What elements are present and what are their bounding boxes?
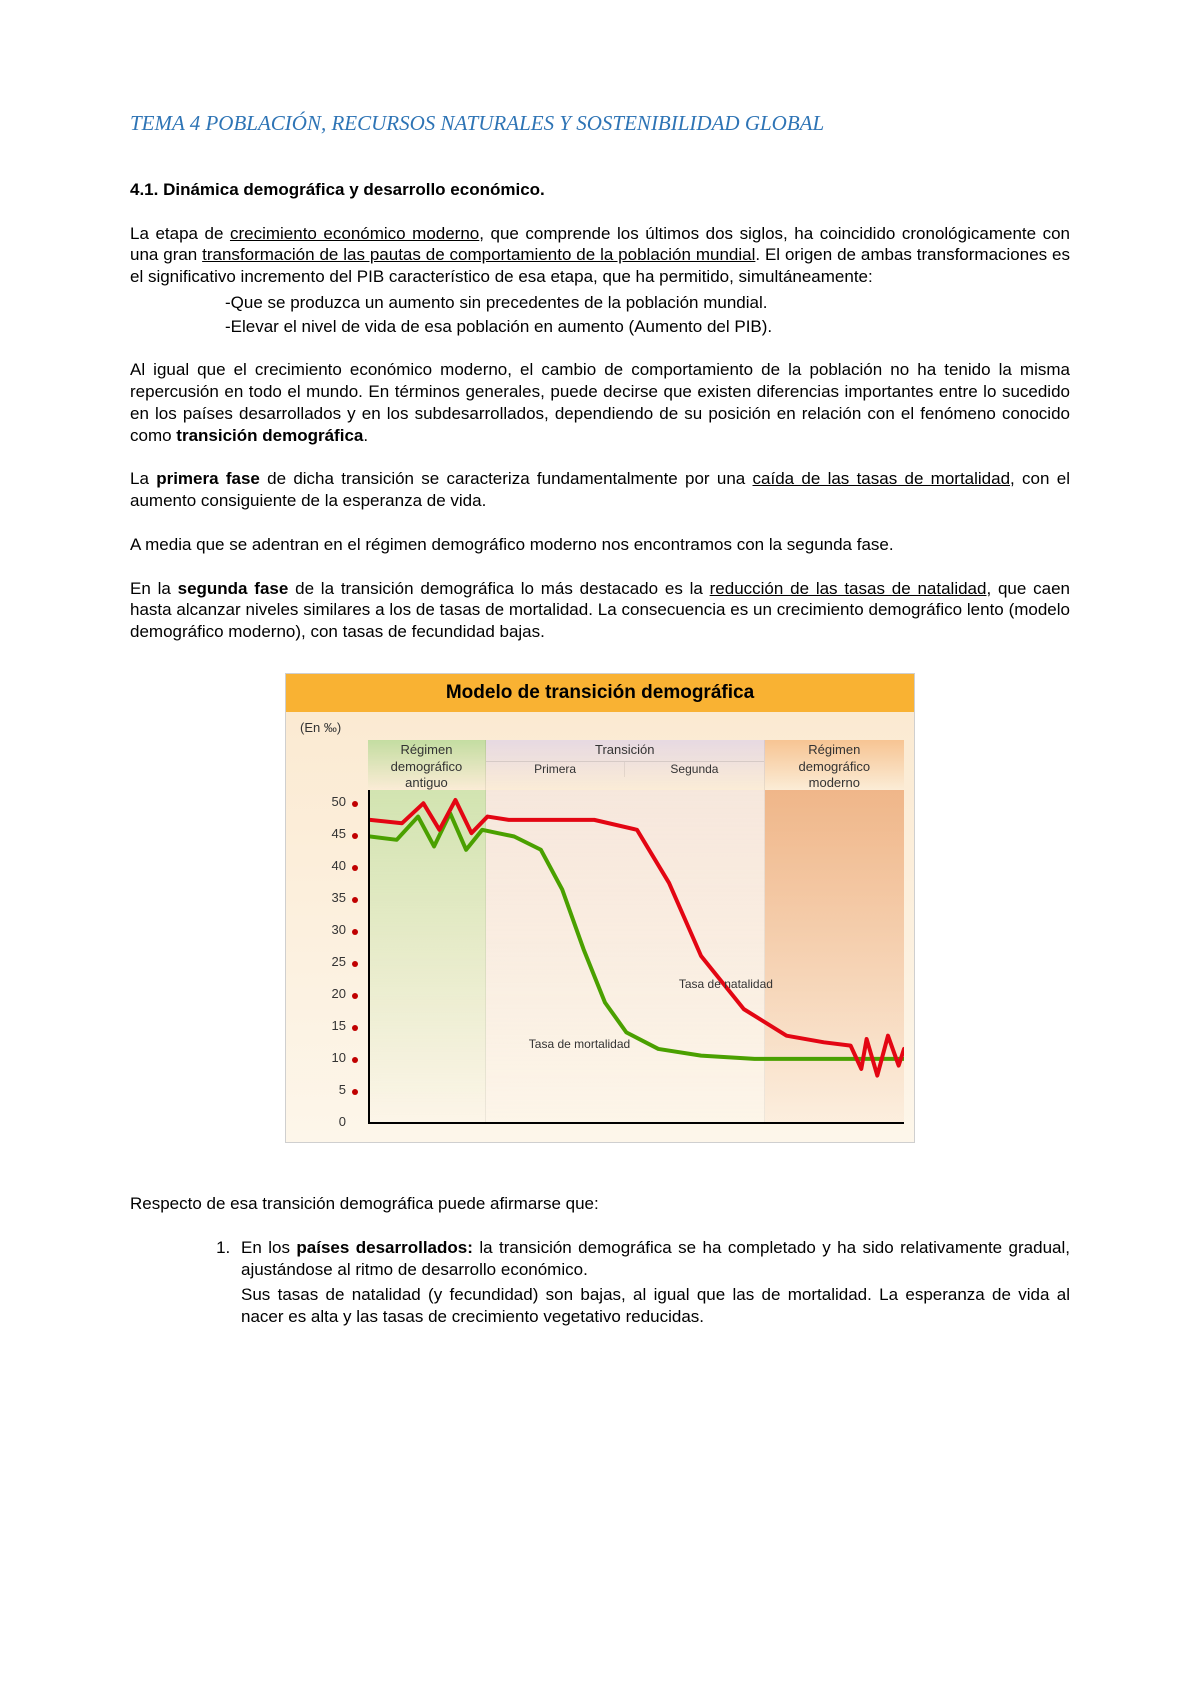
text: . [363,426,368,445]
y-tick: 50 [306,794,346,811]
chart-svg [370,790,904,1122]
y-tick-dot [352,865,358,871]
mortality-label: Tasa de mortalidad [529,1037,630,1052]
y-tick-dot [352,929,358,935]
bold-text: países desarrollados: [296,1238,473,1257]
mortality-line [370,813,904,1059]
natality-label: Tasa de natalidad [679,977,773,992]
list-item: En los países desarrollados: la transici… [235,1237,1070,1328]
y-tick: 0 [306,1114,346,1131]
y-tick: 25 [306,954,346,971]
y-tick-dot [352,833,358,839]
paragraph-1: La etapa de crecimiento económico modern… [130,223,1070,288]
text: La etapa de [130,224,230,243]
bold-text: transición demográfica [176,426,363,445]
natality-line [370,800,904,1076]
text: de la transición demográfica lo más dest… [288,579,709,598]
text: En la [130,579,178,598]
plot-area [368,790,904,1124]
bold-text: segunda fase [178,579,289,598]
y-tick-dot [352,1057,358,1063]
y-tick: 45 [306,826,346,843]
y-tick: 30 [306,922,346,939]
bold-text: primera fase [156,469,260,488]
y-tick: 40 [306,858,346,875]
y-tick-dot [352,993,358,999]
bullet-item: -Elevar el nivel de vida de esa població… [225,316,1070,338]
paragraph-2: Al igual que el crecimiento económico mo… [130,359,1070,446]
text: En los [241,1238,296,1257]
y-tick-dot [352,897,358,903]
page-title: TEMA 4 POBLACIÓN, RECURSOS NATURALES Y S… [130,110,1070,137]
underline-text: transformación de las pautas de comporta… [202,245,755,264]
region-header: TransiciónPrimeraSegunda [486,740,765,790]
text: La [130,469,156,488]
region-headers: RégimendemográficoantiguoTransiciónPrime… [368,740,904,790]
y-tick: 35 [306,890,346,907]
underline-text: crecimiento económico moderno [230,224,479,243]
paragraph-4: A media que se adentran en el régimen de… [130,534,1070,556]
y-tick-dot [352,961,358,967]
y-tick-dot [352,1089,358,1095]
y-tick: 20 [306,986,346,1003]
y-tick: 15 [306,1018,346,1035]
y-tick: 10 [306,1050,346,1067]
y-tick: 5 [306,1082,346,1099]
underline-text: caída de las tasas de mortalidad [753,469,1011,488]
paragraph-6: Respecto de esa transición demográfica p… [130,1193,1070,1215]
text: Sus tasas de natalidad (y fecundidad) so… [241,1284,1070,1328]
text: de dicha transición se caracteriza funda… [260,469,753,488]
numbered-list: En los países desarrollados: la transici… [130,1237,1070,1328]
bullet-list: -Que se produzca un aumento sin preceden… [130,292,1070,338]
y-axis-unit: (En ‰) [300,720,341,737]
chart-title: Modelo de transición demográfica [286,674,914,712]
section-heading: 4.1. Dinámica demográfica y desarrollo e… [130,179,1070,201]
paragraph-3: La primera fase de dicha transición se c… [130,468,1070,512]
region-header: Régimendemográficoantiguo [368,740,486,790]
paragraph-5: En la segunda fase de la transición demo… [130,578,1070,643]
bullet-item: -Que se produzca un aumento sin preceden… [225,292,1070,314]
underline-text: reducción de las tasas de natalidad [710,579,987,598]
chart-body: (En ‰) RégimendemográficoantiguoTransici… [286,712,914,1142]
y-tick-dot [352,1025,358,1031]
y-tick-dot [352,801,358,807]
transition-chart: Modelo de transición demográfica (En ‰) … [285,673,915,1143]
region-header: Régimendemográficomoderno [765,740,904,790]
